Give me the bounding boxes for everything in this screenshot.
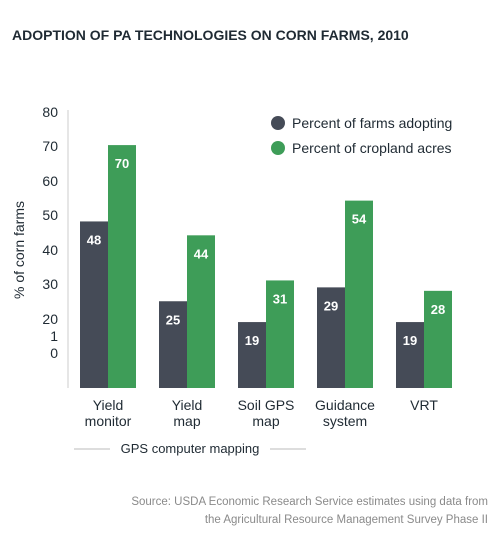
legend-label-farms: Percent of farms adopting bbox=[292, 115, 452, 131]
bar-acres bbox=[187, 235, 215, 388]
category-label: VRT bbox=[410, 397, 438, 413]
y-tick-label: 50 bbox=[42, 207, 58, 223]
legend: Percent of farms adopting Percent of cro… bbox=[271, 115, 452, 156]
data-label: 29 bbox=[324, 298, 338, 313]
data-label: 25 bbox=[166, 312, 180, 327]
bar-farms bbox=[317, 287, 345, 388]
bars: 48 25 19 29 19 70 44 31 54 28 bbox=[80, 145, 452, 388]
category-label: Yield bbox=[93, 397, 124, 413]
source-line-2: the Agricultural Resource Management Sur… bbox=[205, 514, 488, 526]
bar-farms bbox=[238, 322, 266, 388]
category-label: Soil GPS bbox=[238, 397, 295, 413]
category-label: map bbox=[252, 413, 279, 429]
y-tick-label: 70 bbox=[42, 138, 58, 154]
data-label: 70 bbox=[115, 156, 129, 171]
bar-farms bbox=[159, 301, 187, 388]
data-label: 19 bbox=[403, 333, 417, 348]
category-label: system bbox=[323, 413, 367, 429]
data-label: 54 bbox=[352, 212, 367, 227]
y-tick-label: 20 bbox=[42, 311, 58, 327]
bar-acres bbox=[345, 200, 373, 388]
legend-swatch-farms bbox=[271, 116, 285, 130]
chart-title: ADOPTION OF PA TECHNOLOGIES ON CORN FARM… bbox=[12, 27, 409, 43]
y-tick-label: 0 bbox=[50, 345, 58, 361]
data-label: 19 bbox=[245, 333, 259, 348]
bar-acres bbox=[266, 280, 294, 388]
data-label: 48 bbox=[87, 232, 101, 247]
data-label: 44 bbox=[194, 246, 209, 261]
bar-farms bbox=[396, 322, 424, 388]
bar-farms bbox=[80, 221, 108, 388]
legend-label-acres: Percent of cropland acres bbox=[292, 140, 452, 156]
y-tick-label: 1 bbox=[50, 328, 58, 344]
y-tick-label: 40 bbox=[42, 242, 58, 258]
y-ticks: 80 70 60 50 40 30 2010 bbox=[42, 104, 58, 361]
bar-acres bbox=[424, 290, 452, 388]
y-tick-label: 80 bbox=[42, 104, 58, 120]
y-axis-label: % of corn farms bbox=[11, 201, 27, 299]
group-label: GPS computer mapping bbox=[121, 441, 260, 456]
bar-acres bbox=[108, 145, 136, 388]
category-label: Guidance bbox=[315, 397, 375, 413]
legend-swatch-acres bbox=[271, 141, 285, 155]
category-label: map bbox=[173, 413, 200, 429]
data-label: 28 bbox=[431, 302, 445, 317]
group-bracket: GPS computer mapping bbox=[74, 441, 306, 456]
y-tick-label: 30 bbox=[42, 276, 58, 292]
source-line-1: Source: USDA Economic Research Service e… bbox=[131, 496, 488, 508]
y-tick-label: 60 bbox=[42, 173, 58, 189]
category-label: Yield bbox=[172, 397, 203, 413]
category-label: monitor bbox=[85, 413, 132, 429]
data-label: 31 bbox=[273, 291, 287, 306]
